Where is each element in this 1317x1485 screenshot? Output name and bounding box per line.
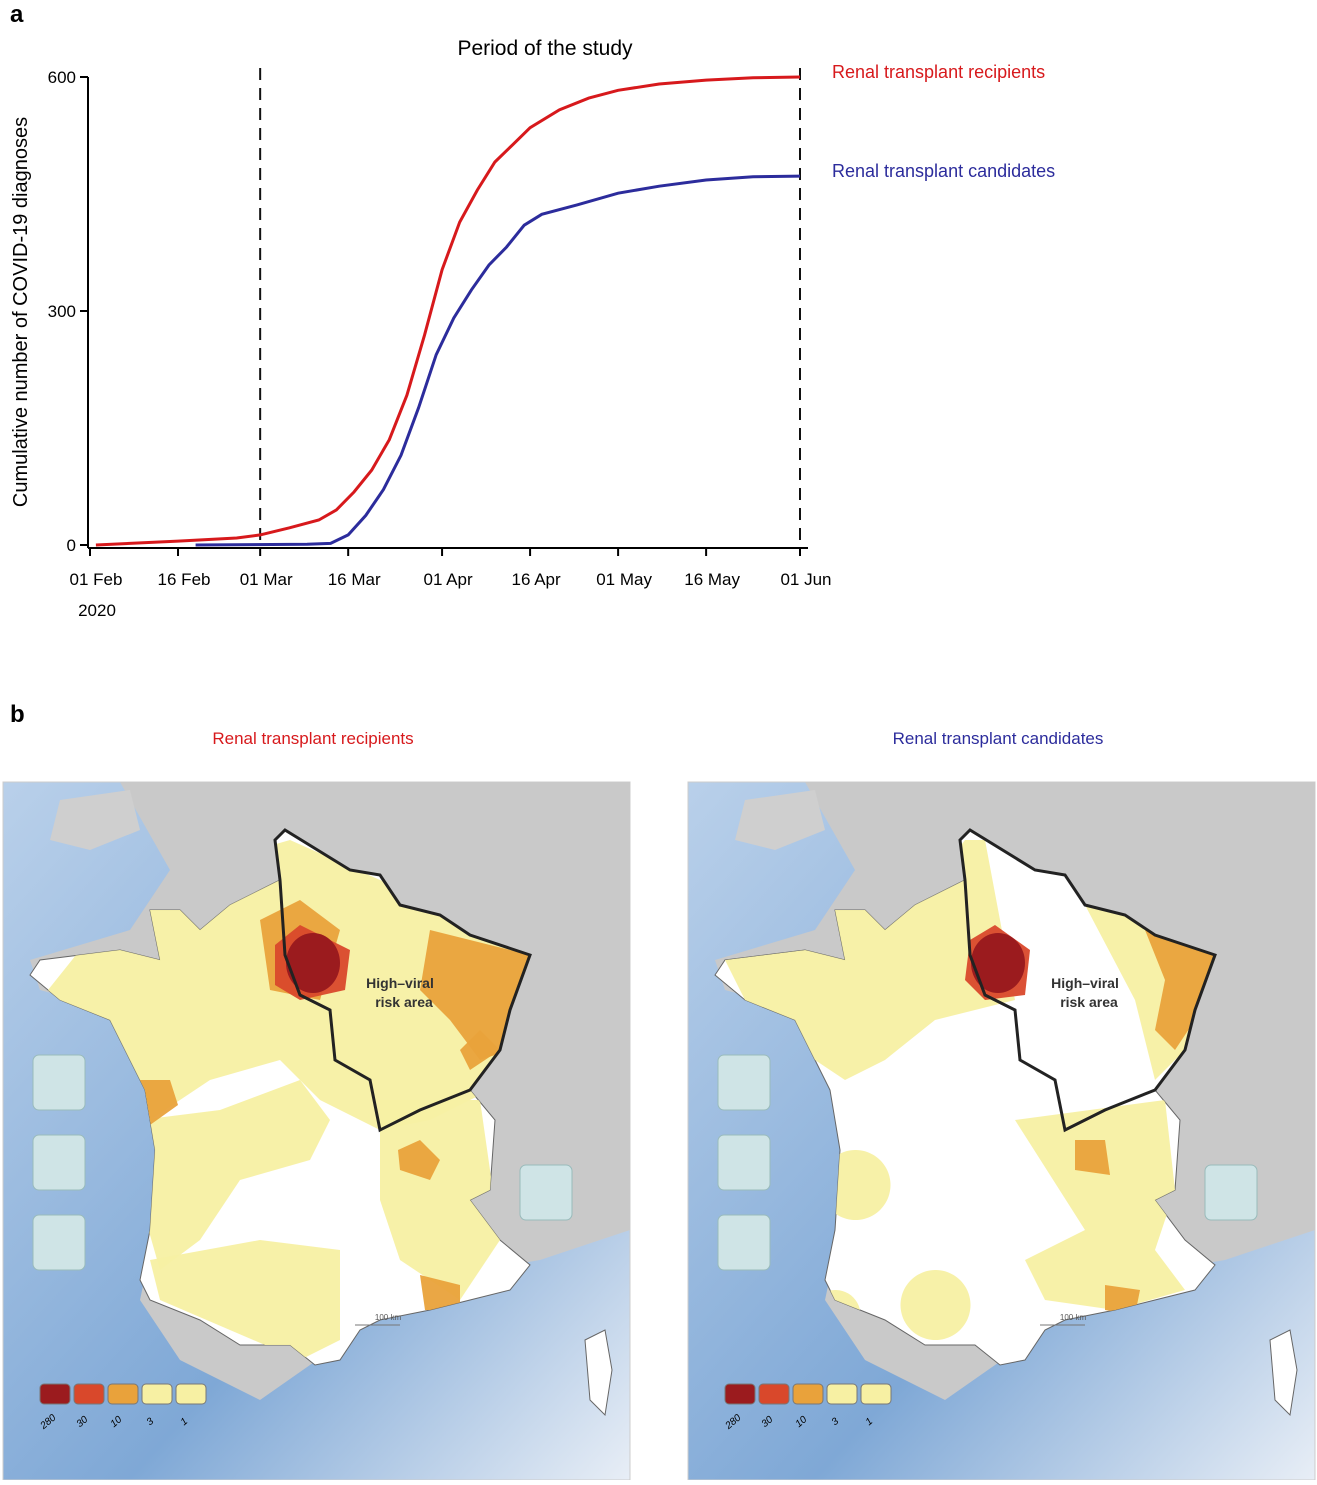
legend-swatch (74, 1384, 104, 1404)
x-tick-label: 01 Feb (70, 570, 123, 589)
x-tick-label: 16 Feb (158, 570, 211, 589)
panel-label: b (10, 701, 25, 728)
legend-swatch (176, 1384, 206, 1404)
figure: a Period of the study Cumulative number … (0, 0, 1317, 1480)
plot: 0 300 600 01 Feb 16 Feb 01 Mar 16 Mar 01 Apr 16 … (48, 62, 1056, 589)
y-tick-label: 0 (67, 536, 76, 555)
legend-swatch (108, 1384, 138, 1404)
map-annotation: risk area (375, 994, 433, 1010)
intensity-area (1075, 1140, 1110, 1175)
series-label: Renal transplant recipients (832, 62, 1045, 82)
legend-swatch (40, 1384, 70, 1404)
legend-swatch (759, 1384, 789, 1404)
x-tick-label: 16 Apr (512, 570, 561, 589)
y-tick-label: 300 (48, 302, 76, 321)
map-annotation: High–viral (1051, 975, 1119, 991)
map-title: Renal transplant candidates (893, 729, 1104, 748)
scale-label: 100 km (1060, 1313, 1087, 1322)
scale-label: 100 km (375, 1313, 402, 1322)
legend-swatch (827, 1384, 857, 1404)
x-tick-label: 01 Jun (780, 570, 831, 589)
map-annotation: risk area (1060, 994, 1118, 1010)
x-tick-label: 01 May (596, 570, 652, 589)
x-year-label: 2020 (78, 601, 116, 620)
legend-swatch (142, 1384, 172, 1404)
series-label: Renal transplant candidates (832, 161, 1055, 181)
x-tick-label: 16 Mar (328, 570, 381, 589)
x-tick-label: 16 May (684, 570, 740, 589)
x-tick-label: 01 Mar (240, 570, 293, 589)
intensity-area (971, 933, 1025, 993)
x-tick-label: 01 Apr (423, 570, 472, 589)
y-tick-label: 600 (48, 68, 76, 87)
series-line (96, 77, 800, 545)
map-title: Renal transplant recipients (212, 729, 413, 748)
panel-label: a (10, 1, 24, 28)
intensity-area (286, 933, 340, 993)
legend-swatch (861, 1384, 891, 1404)
legend-swatch (793, 1384, 823, 1404)
legend-swatch (725, 1384, 755, 1404)
chart-title: Period of the study (457, 37, 633, 60)
y-axis-title: Cumulative number of COVID-19 diagnoses (10, 117, 32, 507)
intensity-area (901, 1270, 971, 1340)
series-line (196, 176, 800, 545)
map-annotation: High–viral (366, 975, 434, 991)
